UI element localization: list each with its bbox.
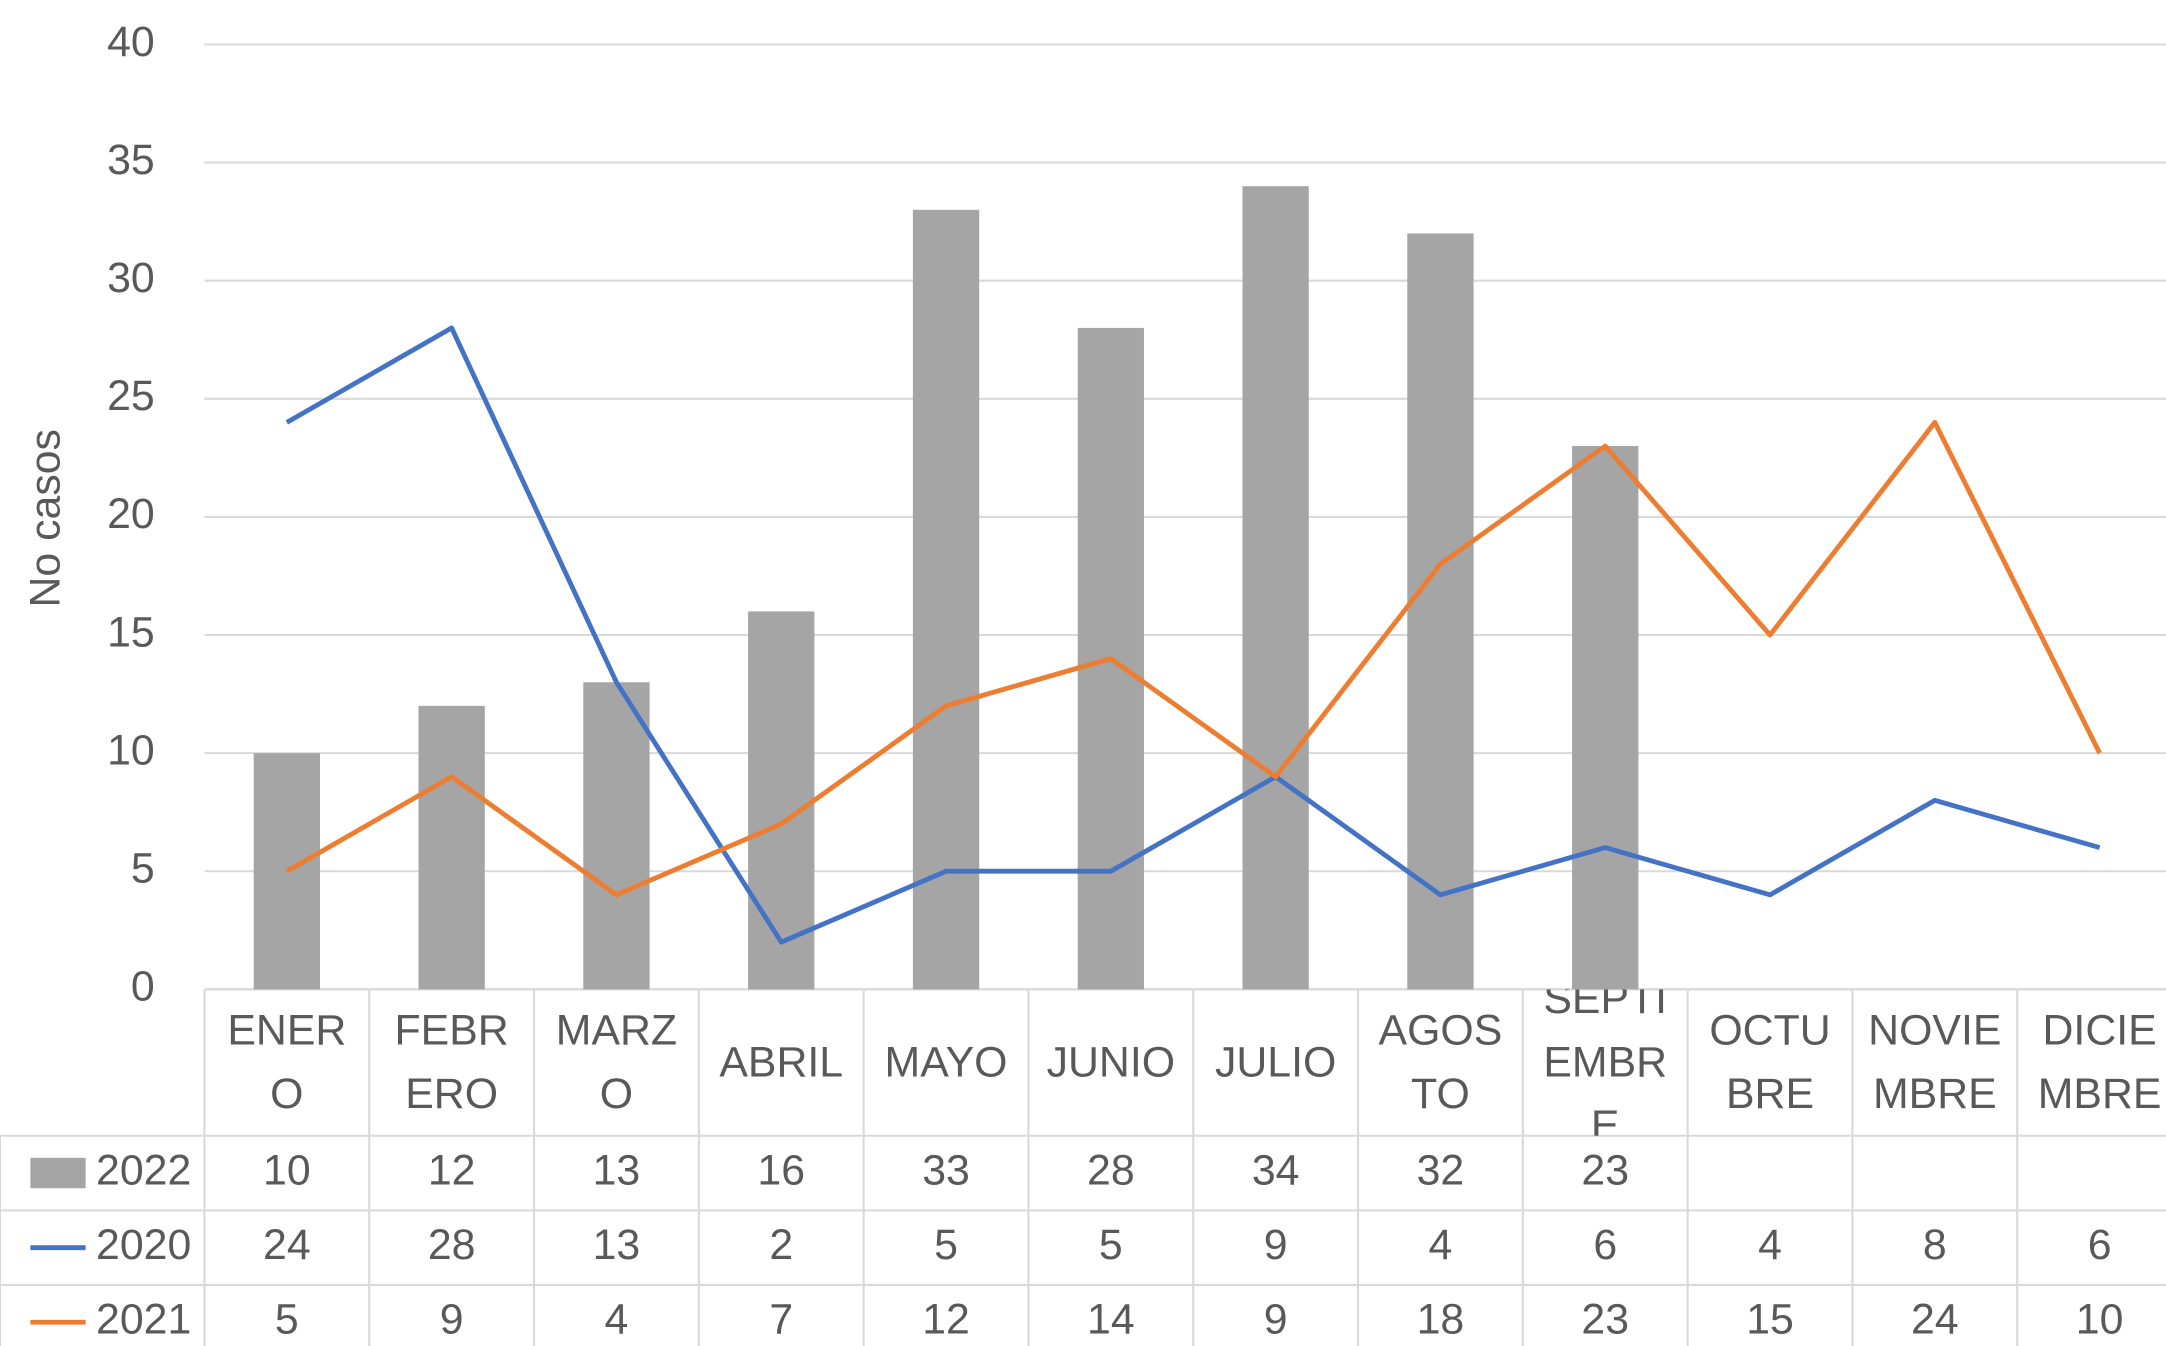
table-value: 13 [593, 1146, 641, 1194]
line [285, 420, 2102, 898]
table-value: 15 [1746, 1296, 1794, 1344]
category-cell: ENERO [227, 1005, 347, 1118]
x-tick-label: AGOSTO [1378, 1005, 1503, 1118]
x-tick-label: FEBRERO [394, 1005, 509, 1118]
table-value: 23 [1581, 1296, 1629, 1344]
legend-key [30, 1157, 86, 1189]
bar [253, 753, 320, 990]
table-value: 5 [934, 1221, 958, 1269]
table-value: 28 [428, 1221, 476, 1269]
x-tick-label: JULIO [1214, 1037, 1337, 1087]
category-cell: SEPTIEMBRE [1543, 989, 1668, 1136]
category-cell: FEBRERO [394, 1005, 509, 1118]
table-value: 12 [922, 1296, 970, 1344]
category-cell: JULIO [1214, 1037, 1337, 1087]
table-value: 10 [263, 1146, 311, 1194]
table-value: 5 [1099, 1221, 1123, 1269]
table-value: 24 [1911, 1296, 1959, 1344]
table-value: 32 [1417, 1146, 1465, 1194]
bar [1407, 233, 1474, 990]
table-value: 10 [2076, 1296, 2124, 1344]
x-tick-label: ABRIL [719, 1037, 844, 1087]
y-tick-label: 10 [107, 726, 155, 774]
table-value: 7 [769, 1296, 793, 1344]
table-value: 4 [605, 1296, 629, 1344]
bar [583, 682, 650, 990]
legend-label: 2022 [96, 1146, 191, 1194]
table-value: 8 [1923, 1221, 1947, 1269]
table-value: 16 [757, 1146, 805, 1194]
category-cell: ABRIL [719, 1037, 844, 1087]
table-value: 6 [2088, 1221, 2112, 1269]
y-axis-label: No casos [22, 429, 70, 607]
y-tick-label: 35 [107, 136, 155, 184]
legend-label: 2020 [96, 1221, 191, 1269]
table-value: 33 [922, 1146, 970, 1194]
x-tick-label: JUNIO [1046, 1037, 1176, 1087]
x-tick-label: MAYO [884, 1037, 1008, 1087]
y-tick-label: 25 [107, 372, 155, 420]
x-tick-label: NOVIEMBRE [1868, 1005, 2002, 1118]
y-tick-label: 0 [131, 963, 155, 1011]
legend-label: 2021 [96, 1296, 191, 1344]
table-value: 12 [428, 1146, 476, 1194]
table-value: 6 [1593, 1221, 1617, 1269]
x-tick-label: DICIEMBRE [2037, 1005, 2162, 1118]
x-tick-label: MARZO [555, 1005, 678, 1118]
table-value: 14 [1087, 1296, 1135, 1344]
x-tick-label: OCTUBRE [1709, 1005, 1831, 1118]
x-tick-label: SEPTIEMBRE [1543, 989, 1668, 1136]
table-value: 5 [275, 1296, 299, 1344]
table-value: 24 [263, 1221, 311, 1269]
category-cell: MAYO [884, 1037, 1008, 1087]
bar [748, 611, 815, 990]
bar [1572, 446, 1639, 990]
table-value: 9 [440, 1296, 464, 1344]
table-value: 4 [1429, 1221, 1453, 1269]
table-value: 18 [1417, 1296, 1465, 1344]
bar [418, 705, 485, 990]
y-tick-label: 15 [107, 608, 155, 656]
bar [912, 209, 980, 990]
category-cell: JUNIO [1046, 1037, 1176, 1087]
category-cell: NOVIEMBRE [1868, 1005, 2002, 1118]
table-value: 28 [1087, 1146, 1135, 1194]
category-cell: AGOSTO [1378, 1005, 1503, 1118]
table-value: 34 [1252, 1146, 1300, 1194]
line [285, 325, 2101, 945]
y-tick-label: 20 [107, 490, 155, 538]
y-tick-label: 40 [107, 18, 155, 66]
table-value: 4 [1758, 1221, 1782, 1269]
table-value: 9 [1264, 1221, 1288, 1269]
y-tick-label: 30 [107, 254, 155, 302]
table-value: 13 [593, 1221, 641, 1269]
table-value: 9 [1264, 1296, 1288, 1344]
category-cell: MARZO [555, 1005, 678, 1118]
table-value: 23 [1581, 1146, 1629, 1194]
category-cell: DICIEMBRE [2037, 1005, 2162, 1118]
table-value: 2 [769, 1221, 793, 1269]
bar [1242, 186, 1309, 990]
x-tick-label: ENERO [227, 1005, 347, 1118]
y-tick-label: 5 [131, 845, 155, 893]
category-cell: OCTUBRE [1709, 1005, 1831, 1118]
